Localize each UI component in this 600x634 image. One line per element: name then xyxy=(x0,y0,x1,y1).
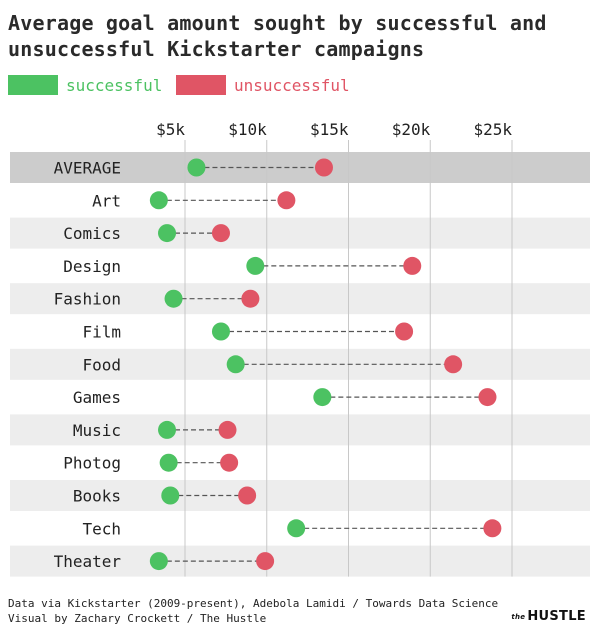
category-label: Art xyxy=(92,191,121,210)
legend-label-unsuccessful: unsuccessful xyxy=(234,75,350,95)
x-tick-label: $15k xyxy=(310,120,349,139)
logo-word: HUSTLE xyxy=(527,609,586,624)
row-band xyxy=(10,414,590,446)
legend-swatch-successful xyxy=(8,75,58,95)
category-label: Books xyxy=(73,487,121,506)
successful-dot xyxy=(313,388,332,407)
category-label: Comics xyxy=(63,224,121,243)
legend-swatch-unsuccessful xyxy=(176,75,226,95)
legend-item-successful: successful xyxy=(8,74,162,96)
unsuccessful-dot xyxy=(478,388,497,407)
legend-item-unsuccessful: unsuccessful xyxy=(176,74,350,96)
category-label: Food xyxy=(82,355,121,374)
x-tick-label: $20k xyxy=(392,120,431,139)
visual-credit: Visual by Zachary Crockett / The Hustle xyxy=(8,612,267,625)
category-label: Fashion xyxy=(54,290,121,309)
x-tick-label: $5k xyxy=(156,120,185,139)
category-label: Games xyxy=(73,388,121,407)
unsuccessful-dot xyxy=(483,519,502,538)
unsuccessful-dot xyxy=(211,224,230,243)
source-credit: Data via Kickstarter (2009-present), Ade… xyxy=(8,597,499,610)
category-label: Tech xyxy=(82,519,121,538)
category-label: AVERAGE xyxy=(54,159,121,178)
unsuccessful-dot xyxy=(395,322,414,341)
unsuccessful-dot xyxy=(220,453,239,472)
category-label: Music xyxy=(73,421,121,440)
successful-dot xyxy=(149,191,168,210)
chart-footer: Data via Kickstarter (2009-present), Ade… xyxy=(8,596,498,626)
row-band xyxy=(10,545,590,577)
row-band xyxy=(10,152,590,183)
successful-dot xyxy=(158,420,177,439)
unsuccessful-dot xyxy=(241,289,260,308)
successful-dot xyxy=(159,453,178,472)
x-tick-label: $10k xyxy=(228,120,267,139)
logo-prefix: the xyxy=(511,613,526,621)
successful-dot xyxy=(149,552,168,571)
unsuccessful-dot xyxy=(256,552,275,571)
category-label: Photog xyxy=(63,454,121,473)
category-label: Theater xyxy=(54,552,122,571)
unsuccessful-dot xyxy=(314,158,333,177)
category-label: Film xyxy=(82,323,121,342)
chart-title: Average goal amount sought by successful… xyxy=(8,11,547,61)
row-band xyxy=(10,283,590,315)
successful-dot xyxy=(187,158,206,177)
legend-label-successful: successful xyxy=(66,75,163,95)
successful-dot xyxy=(161,486,180,505)
successful-dot xyxy=(226,355,245,374)
unsuccessful-dot xyxy=(238,486,257,505)
row-band xyxy=(10,480,590,511)
unsuccessful-dot xyxy=(277,191,296,210)
row-band xyxy=(10,217,590,249)
successful-dot xyxy=(287,519,306,538)
successful-dot xyxy=(211,322,230,341)
successful-dot xyxy=(164,289,183,308)
x-tick-label: $25k xyxy=(473,120,512,139)
hustle-logo: the HUSTLE xyxy=(511,609,586,624)
successful-dot xyxy=(246,256,265,275)
category-label: Design xyxy=(63,257,121,276)
unsuccessful-dot xyxy=(403,256,422,275)
unsuccessful-dot xyxy=(444,355,463,374)
unsuccessful-dot xyxy=(218,420,237,439)
successful-dot xyxy=(158,224,177,243)
